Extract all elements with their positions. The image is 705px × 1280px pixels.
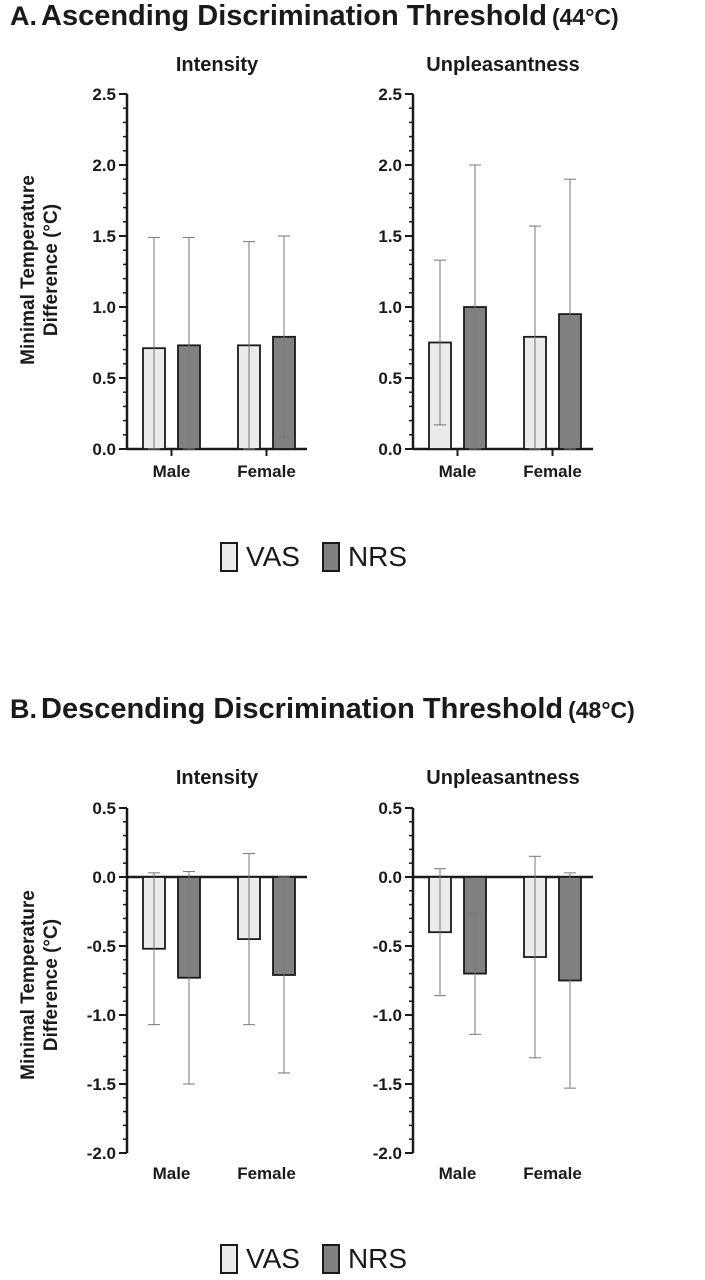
- legend-label-vas: VAS: [246, 1243, 300, 1274]
- y-tick-label: 1.5: [378, 227, 402, 246]
- panel-b-temperature: (48°C): [568, 697, 635, 723]
- y-tick-label: 1.0: [92, 298, 116, 317]
- chart-title: Unpleasantness: [426, 767, 579, 789]
- x-category-label: Male: [439, 462, 477, 481]
- chart-2: Unpleasantness 0.0 0.5 1.0 1.5 2.0 2.5 Male Fema…: [378, 54, 593, 481]
- panel-a-temperature: (44°C): [551, 4, 619, 30]
- panel-b-name: Descending Discrimination Threshold: [41, 693, 564, 725]
- x-category-label: Male: [439, 1164, 477, 1183]
- legend-item-nrs: NRS: [321, 541, 408, 573]
- y-tick-label: 0.5: [378, 369, 402, 388]
- chart-title: Intensity: [176, 767, 259, 789]
- panel-b-title: B. Descending Discrimination Threshold (48…: [10, 693, 635, 726]
- y-tick-label: 1.5: [92, 227, 116, 246]
- y-tick-label: -1.0: [373, 1006, 402, 1025]
- x-category-label: Male: [153, 462, 191, 481]
- y-tick-label: 0.5: [92, 799, 116, 818]
- chart-3: Intensity Minimal Temperature Difference (…: [18, 767, 307, 1183]
- legend-swatch-nrs: [321, 1244, 340, 1274]
- y-tick-label: 0.0: [92, 868, 116, 887]
- y-tick-label: 0.5: [378, 799, 402, 818]
- legend-label-vas: VAS: [246, 541, 300, 572]
- y-axis-label-line-1: Minimal Temperature: [18, 890, 39, 1080]
- legend-swatch-vas: [220, 542, 238, 572]
- chart-title: Unpleasantness: [426, 54, 579, 76]
- chart-title: Intensity: [176, 54, 259, 76]
- y-tick-label: 2.5: [92, 85, 116, 104]
- legend-item-vas: VAS: [220, 1243, 300, 1275]
- panel-b-letter: B.: [10, 694, 37, 724]
- y-tick-label: -2.0: [373, 1144, 402, 1163]
- legend-label-nrs: NRS: [347, 541, 408, 572]
- x-category-label: Female: [237, 462, 296, 481]
- legend-swatch-nrs: [321, 542, 340, 572]
- y-tick-label: 0.0: [92, 440, 116, 459]
- y-tick-label: 2.5: [378, 85, 402, 104]
- chart-4: Unpleasantness -2.0 -1.5 -1.0 -0.5 0.0 0.5 Male…: [373, 767, 593, 1183]
- y-tick-label: -2.0: [87, 1144, 116, 1163]
- legend-a: VAS NRS: [220, 541, 429, 573]
- x-category-label: Male: [153, 1164, 191, 1183]
- panel-a-letter: A.: [10, 1, 37, 31]
- x-category-label: Female: [237, 1164, 296, 1183]
- x-category-label: Female: [523, 462, 582, 481]
- chart-1: Intensity Minimal Temperature Difference (…: [18, 54, 307, 481]
- legend-item-nrs: NRS: [321, 1243, 408, 1275]
- y-axis-label: Minimal Temperature Difference (°C): [18, 175, 62, 365]
- y-tick-label: 2.0: [92, 156, 116, 175]
- legend-label-nrs: NRS: [347, 1243, 408, 1274]
- y-tick-label: 0.0: [378, 868, 402, 887]
- y-tick-label: 1.0: [378, 298, 402, 317]
- y-axis-label-line-1: Minimal Temperature: [18, 175, 39, 365]
- y-tick-label: -0.5: [87, 937, 116, 956]
- panel-a-name: Ascending Discrimination Threshold: [41, 0, 547, 32]
- y-axis-label-line-2: Difference (°C): [41, 204, 62, 336]
- panel-a-title: A. Ascending Discrimination Threshold (44°…: [10, 0, 619, 33]
- legend-swatch-vas: [220, 1244, 238, 1274]
- legend-item-vas: VAS: [220, 541, 300, 573]
- y-axis-label: Minimal Temperature Difference (°C): [18, 890, 62, 1080]
- y-axis-label-line-2: Difference (°C): [41, 919, 62, 1051]
- y-tick-label: -1.5: [373, 1075, 402, 1094]
- y-tick-label: 0.5: [92, 369, 116, 388]
- x-category-label: Female: [523, 1164, 582, 1183]
- y-tick-label: 0.0: [378, 440, 402, 459]
- legend-b: VAS NRS: [220, 1243, 429, 1275]
- y-tick-label: -1.5: [87, 1075, 116, 1094]
- y-tick-label: 2.0: [378, 156, 402, 175]
- y-tick-label: -1.0: [87, 1006, 116, 1025]
- y-tick-label: -0.5: [373, 937, 402, 956]
